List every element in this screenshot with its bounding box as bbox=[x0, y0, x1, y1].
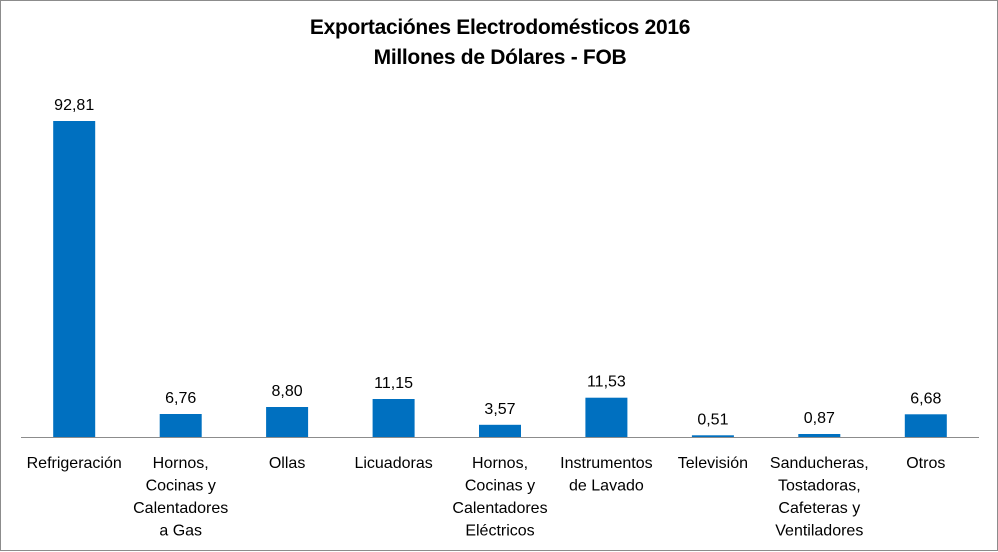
tick-label: Sanducheras, bbox=[770, 455, 869, 472]
data-label: 11,15 bbox=[374, 375, 413, 392]
data-label: 6,68 bbox=[910, 390, 941, 407]
tick-label: Otros bbox=[906, 455, 945, 472]
data-label: 8,80 bbox=[272, 383, 303, 400]
tick-label: Instrumentos bbox=[560, 455, 652, 472]
bar bbox=[266, 407, 309, 437]
tick-label: de Lavado bbox=[569, 478, 644, 495]
tick-label: Televisión bbox=[678, 455, 748, 472]
data-label: 0,87 bbox=[804, 410, 835, 427]
tick-label: Ventiladores bbox=[775, 523, 863, 540]
bar bbox=[159, 414, 202, 437]
data-label: 6,76 bbox=[165, 390, 196, 407]
bar bbox=[904, 414, 947, 437]
data-label: 3,57 bbox=[484, 401, 515, 418]
bar bbox=[53, 121, 96, 437]
tick-label: Licuadoras bbox=[354, 455, 432, 472]
tick-label: Cocinas y bbox=[465, 478, 535, 495]
tick-label: Refrigeración bbox=[27, 455, 122, 472]
data-label: 92,81 bbox=[54, 97, 94, 114]
tick-label: Ollas bbox=[269, 455, 305, 472]
tick-label: Calentadores bbox=[133, 500, 228, 517]
bar bbox=[585, 397, 628, 437]
tick-label: Cafeteras y bbox=[778, 500, 860, 517]
bar bbox=[479, 424, 521, 437]
tick-label: Calentadores bbox=[452, 500, 547, 517]
data-label: 11,53 bbox=[587, 374, 626, 391]
tick-label: Hornos, bbox=[153, 455, 209, 472]
bar bbox=[691, 435, 734, 437]
chart-title: Exportaciónes Electrodomésticos 2016 bbox=[309, 16, 691, 39]
data-label: 0,51 bbox=[697, 411, 728, 428]
tick-label: Hornos, bbox=[472, 455, 528, 472]
tick-label: Cocinas y bbox=[146, 478, 216, 495]
bar bbox=[798, 434, 841, 437]
tick-label: Tostadoras, bbox=[778, 478, 861, 495]
tick-label: Eléctricos bbox=[465, 523, 534, 540]
tick-label: a Gas bbox=[159, 523, 202, 540]
chart-subtitle: Millones de Dólares - FOB bbox=[373, 46, 627, 69]
bar bbox=[372, 399, 415, 437]
